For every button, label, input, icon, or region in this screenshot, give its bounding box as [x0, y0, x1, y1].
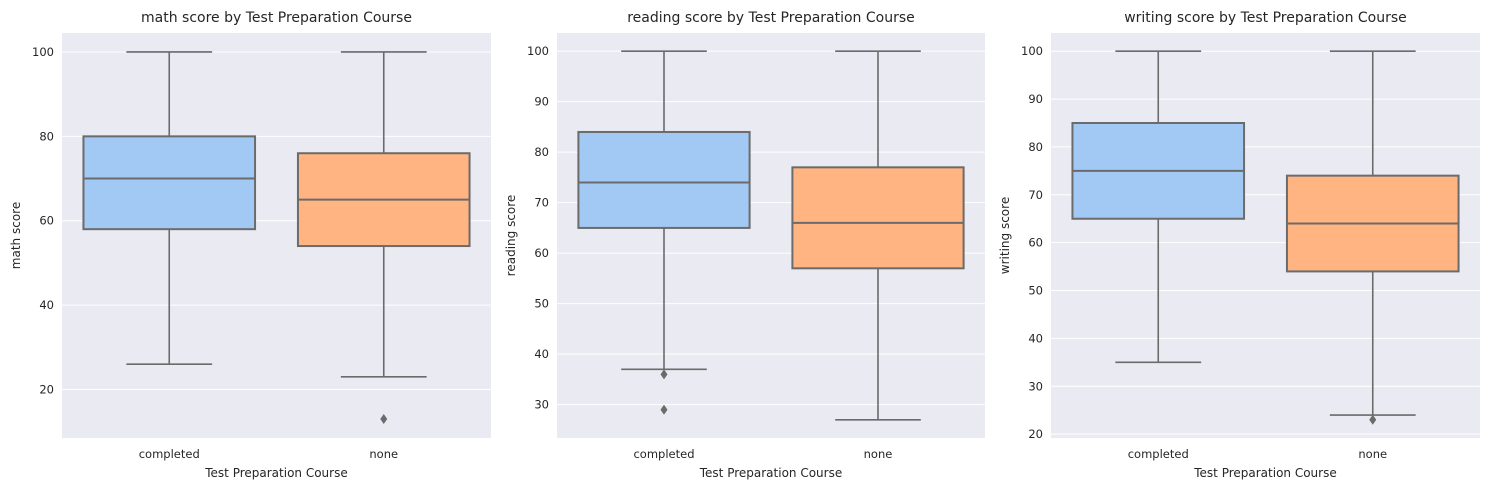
y-tick-label: 80: [39, 129, 54, 143]
y-tick-label: 60: [534, 246, 549, 260]
y-tick-label: 20: [39, 382, 54, 396]
y-tick-label: 20: [1028, 427, 1043, 441]
y-tick-label: 100: [32, 45, 54, 59]
x-tick-label: none: [864, 447, 893, 461]
x-tick-label: completed: [1128, 447, 1189, 461]
y-tick-label: 70: [534, 196, 549, 210]
y-tick-label: 30: [1028, 379, 1043, 393]
panel-2: 30 40 50 60 70 80 90 100 completed none reading sc…: [504, 10, 985, 480]
box-body: [82, 135, 257, 231]
chart-title: reading score by Test Preparation Course: [627, 10, 915, 26]
y-tick-label: 100: [1021, 44, 1043, 58]
x-tick-label: completed: [633, 447, 694, 461]
box-body: [577, 130, 751, 229]
x-tick-label: completed: [139, 447, 200, 461]
y-tick-label: 40: [534, 347, 549, 361]
outlier-point: [380, 414, 388, 425]
box-body: [791, 166, 965, 270]
x-axis-label: Test Preparation Course: [204, 466, 347, 480]
panel-1: 20 40 60 80 100 completed none math score by Te…: [9, 10, 491, 480]
x-tick-label: none: [1358, 447, 1387, 461]
y-tick-label: 30: [534, 398, 549, 412]
outlier-point: [1369, 414, 1377, 425]
y-tick-label: 50: [534, 297, 549, 311]
outlier-point: [660, 369, 668, 380]
box-completed: [577, 50, 751, 415]
x-axis-label: Test Preparation Course: [1193, 466, 1336, 480]
y-tick-label: 70: [1028, 188, 1043, 202]
chart-title: math score by Test Preparation Course: [141, 10, 412, 26]
y-tick-label: 40: [39, 298, 54, 312]
y-tick-label: 100: [527, 44, 549, 58]
y-axis-label: writing score: [998, 197, 1012, 274]
y-tick-label: 90: [534, 95, 549, 109]
box-none: [791, 50, 965, 421]
y-tick-label: 60: [39, 214, 54, 228]
y-axis-label: math score: [9, 202, 23, 269]
y-tick-label: 80: [1028, 140, 1043, 154]
x-axis-label: Test Preparation Course: [699, 466, 842, 480]
x-tick-label: none: [369, 447, 398, 461]
panel-3: 20 30 40 50 60 70 80 90 100 completed none writing …: [998, 10, 1480, 480]
y-tick-label: 40: [1028, 331, 1043, 345]
box-completed: [82, 51, 257, 365]
box-none: [1285, 50, 1460, 425]
y-tick-label: 90: [1028, 92, 1043, 106]
y-tick-label: 80: [534, 145, 549, 159]
y-axis-label: reading score: [504, 195, 518, 277]
y-tick-label: 50: [1028, 284, 1043, 298]
y-tick-label: 60: [1028, 236, 1043, 250]
chart-title: writing score by Test Preparation Course: [1124, 10, 1407, 26]
outlier-point: [660, 404, 668, 415]
box-none: [296, 51, 471, 425]
box-completed: [1071, 50, 1246, 364]
